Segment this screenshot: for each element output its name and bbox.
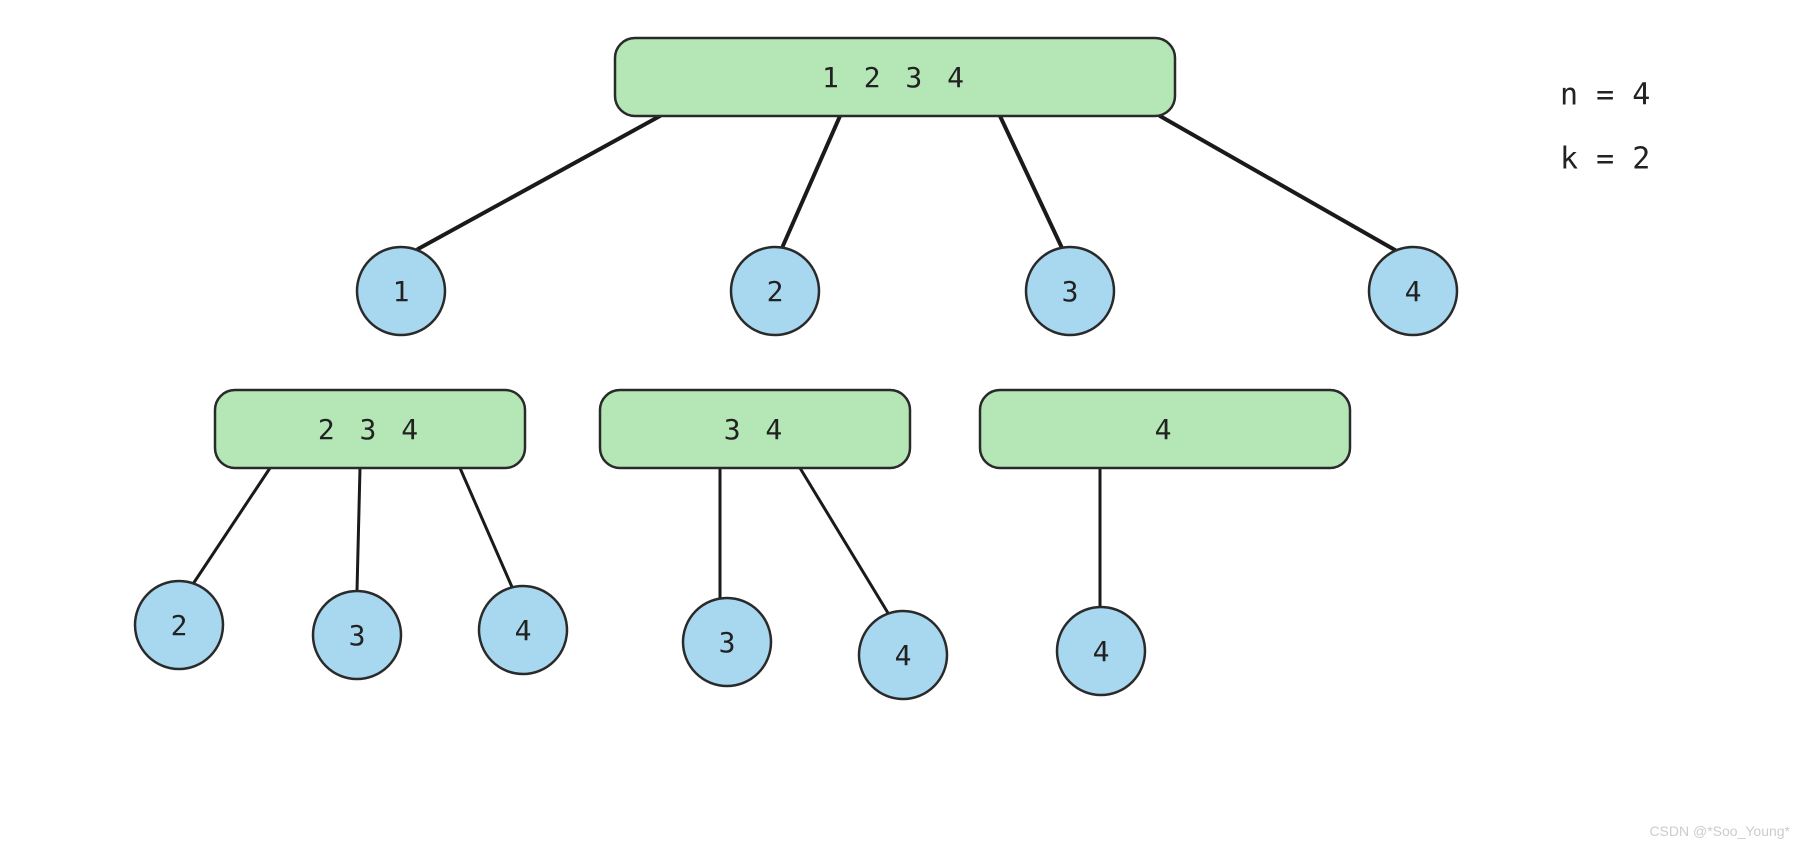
rect-node-label: 1 2 3 4 xyxy=(822,61,968,94)
rect-node-label: 4 xyxy=(1155,413,1176,446)
circle-node-label: 2 xyxy=(767,275,784,308)
circle-node-label: 3 xyxy=(349,619,366,652)
circle-node-label: 4 xyxy=(515,614,532,647)
circle-node-label: 4 xyxy=(895,639,912,672)
rect-node-label: 2 3 4 xyxy=(318,413,422,446)
rect-node-label: 3 4 xyxy=(724,413,787,446)
circle-node-label: 4 xyxy=(1405,275,1422,308)
circle-node-label: 3 xyxy=(1062,275,1079,308)
tree-diagram: 1 2 3 4 1 2 3 4 2 3 4 3 4 4 2 3 4 3 4 4 n = 4 k = 2 CSDN… xyxy=(0,0,1801,844)
annotation-text: k = 2 xyxy=(1560,142,1650,177)
circle-node-label: 2 xyxy=(171,609,188,642)
annotation-text: n = 4 xyxy=(1560,78,1650,113)
circle-node-label: 3 xyxy=(719,626,736,659)
circle-node-label: 4 xyxy=(1093,635,1110,668)
circle-node-label: 1 xyxy=(393,275,410,308)
watermark: CSDN @*Soo_Young* xyxy=(1649,823,1790,839)
